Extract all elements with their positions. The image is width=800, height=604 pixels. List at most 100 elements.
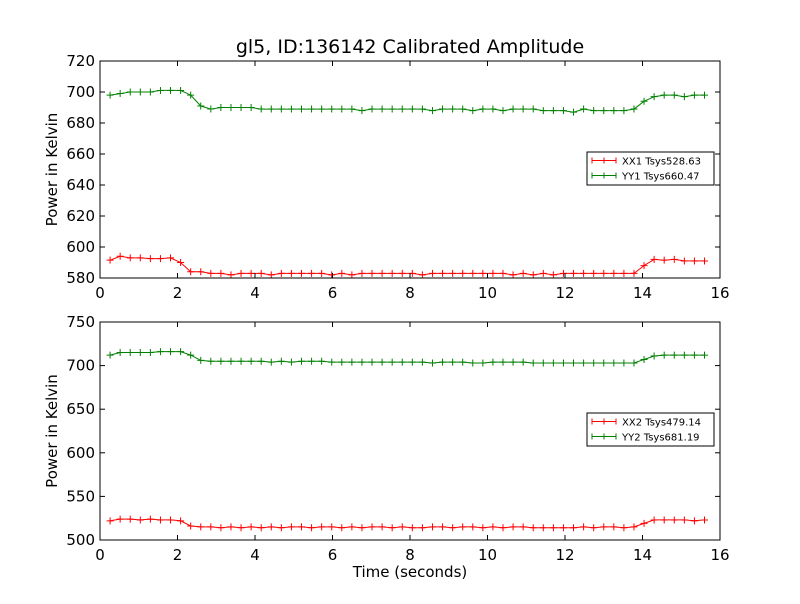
data-point [620, 359, 628, 367]
data-point [388, 105, 396, 113]
data-point [570, 269, 578, 277]
data-point [539, 269, 547, 277]
data-point [146, 515, 154, 523]
data-point [670, 516, 678, 524]
data-point [640, 355, 648, 363]
data-point [580, 105, 588, 113]
data-point [287, 523, 295, 531]
data-point [650, 255, 658, 263]
data-point [479, 524, 487, 532]
data-point [227, 357, 235, 365]
data-point [539, 107, 547, 115]
data-point [398, 523, 406, 531]
data-point [388, 524, 396, 532]
data-point [701, 257, 708, 265]
data-point [338, 105, 346, 113]
data-point [630, 523, 638, 531]
data-point [368, 358, 376, 366]
data-point [509, 358, 517, 366]
panel-1: 0 2 4 6 8 10 12 14 16 580 600 620 640 660 680 700 720 Pow… [43, 52, 730, 302]
data-point [328, 358, 336, 366]
chart-title: gl5, ID:136142 Calibrated Amplitude [236, 36, 584, 58]
data-point [509, 271, 517, 279]
data-point [378, 358, 386, 366]
data-point [197, 523, 205, 531]
data-point [308, 357, 316, 365]
data-point [388, 269, 396, 277]
data-point [308, 524, 316, 532]
data-point [449, 269, 457, 277]
data-point [680, 257, 688, 265]
y-tick-label: 620 [66, 207, 95, 225]
data-point [116, 515, 124, 523]
data-point [479, 105, 487, 113]
legend-box [586, 412, 715, 447]
data-point [267, 358, 275, 366]
data-point [630, 105, 638, 113]
data-point [348, 105, 356, 113]
x-tick-label: 16 [710, 546, 729, 564]
data-point [590, 524, 598, 532]
data-point [660, 256, 668, 264]
data-point [167, 516, 175, 524]
data-point [509, 523, 517, 531]
data-point [479, 359, 487, 367]
data-point [187, 91, 195, 99]
y-tick-label: 750 [66, 313, 95, 331]
data-point [670, 91, 678, 99]
data-point [187, 268, 195, 276]
data-point [559, 524, 567, 532]
data-point [298, 523, 305, 531]
data-point [660, 351, 668, 359]
x-tick-label: 14 [633, 546, 652, 564]
x-tick-label: 8 [405, 546, 415, 564]
data-point [519, 523, 527, 531]
data-point [378, 523, 386, 531]
panel-2: 0 2 4 6 8 10 12 14 16 500 550 600 650 700 750 Power in … [43, 313, 730, 581]
data-point [328, 105, 336, 113]
data-point [449, 358, 457, 366]
legend-label: YY2 Tsys681.19 [621, 433, 700, 444]
x-axis-label: Time (seconds) [352, 563, 468, 581]
data-point [398, 358, 406, 366]
data-point [559, 359, 567, 367]
data-point [378, 269, 386, 277]
data-point [237, 357, 245, 365]
data-point [378, 105, 386, 113]
data-point [690, 91, 698, 99]
data-point [600, 269, 608, 277]
data-point [499, 524, 507, 532]
data-point [439, 358, 447, 366]
data-point [600, 523, 608, 531]
data-point [328, 523, 336, 531]
legend: XX1 Tsys528.63 YY1 Tsys660.47 [586, 151, 715, 186]
data-point [489, 105, 497, 113]
legend-marker [591, 418, 617, 425]
data-point [459, 105, 467, 113]
legend-label: YY1 Tsys660.47 [621, 172, 700, 183]
data-point [348, 523, 356, 531]
data-point [418, 105, 426, 113]
data-point [237, 104, 245, 111]
data-point [136, 88, 144, 96]
data-point [146, 255, 154, 263]
x-tick-label: 8 [405, 284, 415, 302]
data-point [277, 524, 285, 532]
y-axis-label: Power in Kelvin [43, 113, 61, 227]
data-point [418, 271, 426, 279]
data-point [610, 523, 618, 531]
data-point [418, 524, 426, 532]
data-point [529, 524, 537, 532]
data-point [156, 348, 164, 356]
data-point [580, 523, 588, 531]
data-point [499, 358, 507, 366]
data-point [227, 523, 235, 531]
data-point [257, 105, 265, 113]
data-point [308, 269, 316, 277]
data-point [428, 107, 436, 115]
data-point [187, 351, 195, 359]
data-point [247, 104, 255, 111]
data-point [106, 517, 114, 525]
legend-marker [591, 172, 617, 179]
data-point [439, 105, 447, 113]
